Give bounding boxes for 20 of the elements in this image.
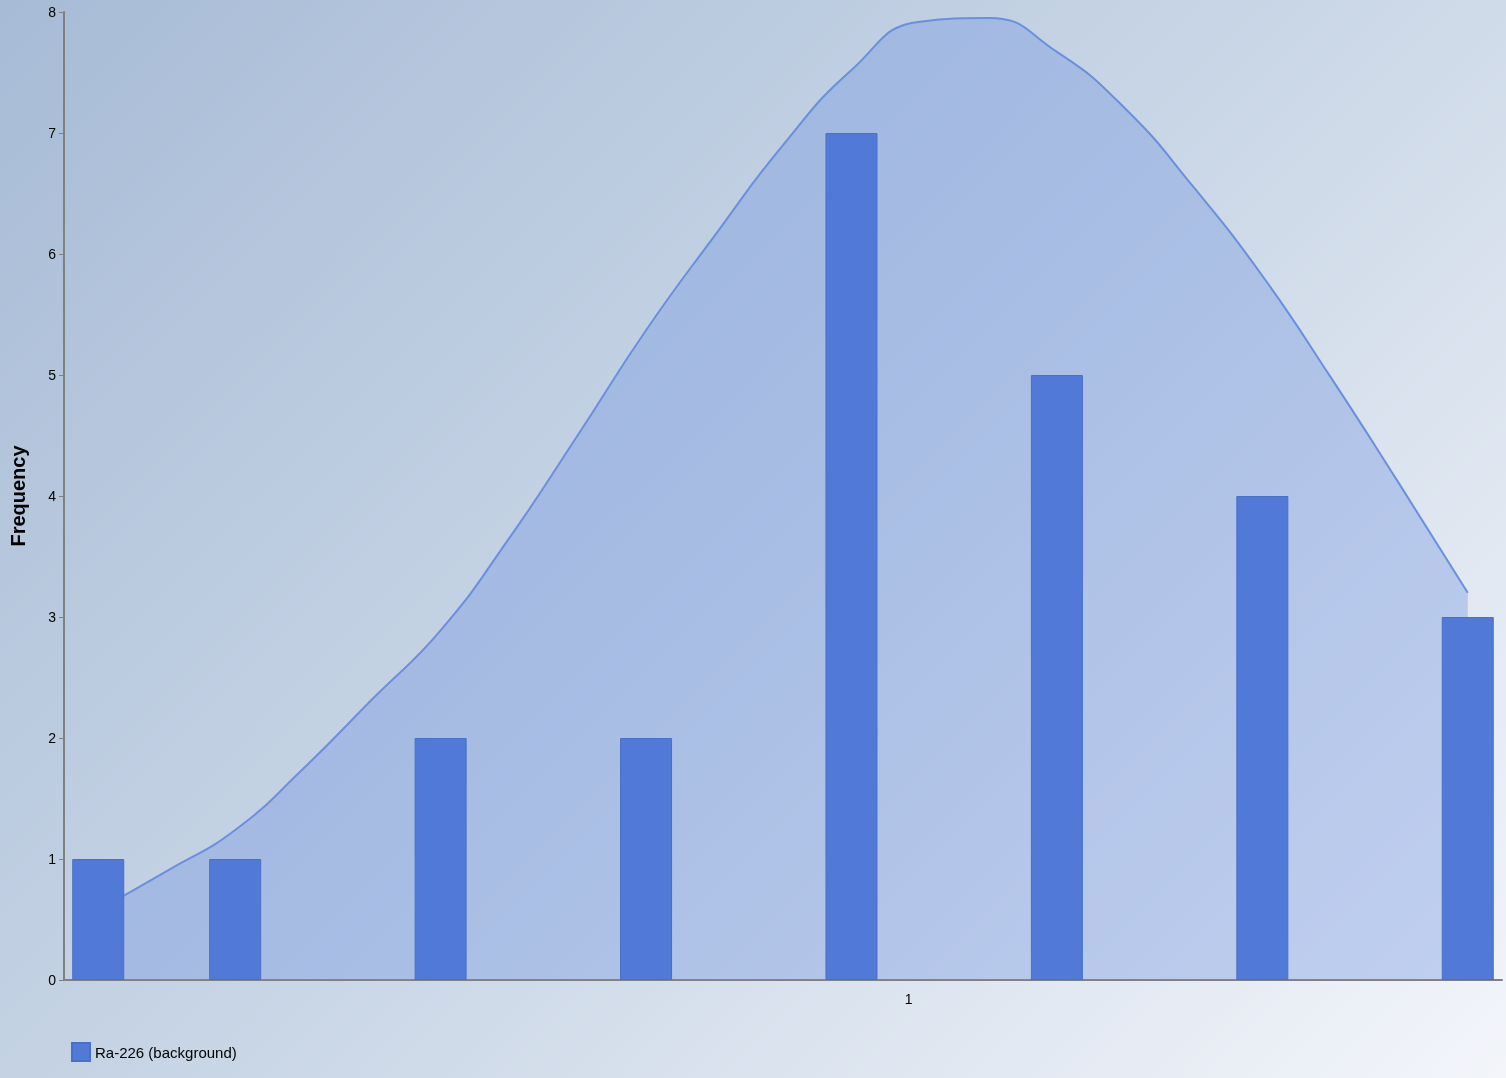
bar: [209, 859, 262, 980]
y-tick-label: 1: [48, 851, 57, 867]
bar: [1030, 375, 1083, 980]
y-axis-title: Frequency: [7, 444, 29, 547]
bar: [620, 738, 673, 980]
y-tick-label: 0: [48, 972, 57, 988]
bar: [825, 133, 878, 980]
bar: [1441, 617, 1494, 980]
y-tick-label: 8: [48, 4, 57, 20]
bar: [1236, 496, 1289, 980]
y-tick-label: 4: [48, 488, 57, 504]
bar: [414, 738, 467, 980]
y-tick-label: 5: [48, 367, 57, 383]
y-tick-label: 2: [48, 730, 57, 746]
y-tick-label: 6: [48, 246, 57, 262]
bar: [72, 859, 125, 980]
y-tick-label: 3: [48, 609, 57, 625]
legend-label: Ra-226 (background): [95, 1043, 237, 1061]
y-tick-label: 7: [48, 125, 57, 141]
text: 1: [904, 991, 913, 1007]
